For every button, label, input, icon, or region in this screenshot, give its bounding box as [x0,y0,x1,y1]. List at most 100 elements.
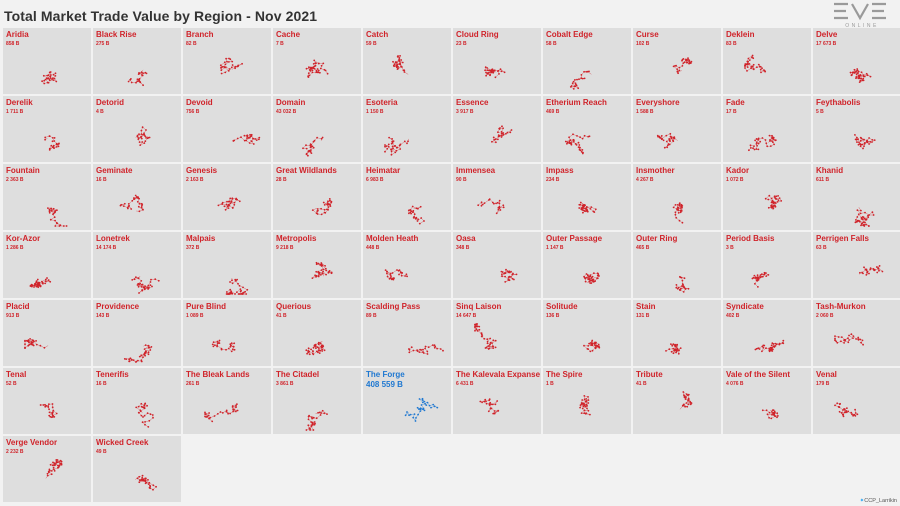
region-map-icon [407,205,425,225]
region-cell: Fade 17 B [723,96,811,162]
region-map-icon [656,132,678,149]
region-name: Devoid [186,98,213,107]
region-map-icon [579,395,591,416]
region-map-icon [854,134,876,150]
region-name: Stain [636,302,656,311]
region-map-icon [404,397,439,422]
region-value: 43 032 B [276,109,297,115]
region-name: Venal [816,370,837,379]
region-name: The Citadel [276,370,320,379]
region-value: 2 060 B [816,313,834,319]
region-cell: Syndicate 402 B [723,300,811,366]
region-name: Curse [636,30,659,39]
region-name: Outer Ring [636,234,678,243]
region-value: 17 673 B [816,41,837,47]
region-map-icon [578,201,597,214]
region-cell: Tribute 41 B [633,368,721,434]
region-map-icon [127,69,148,87]
region-value: 611 B [816,177,830,183]
region-cell: Cobalt Edge 58 B [543,28,631,94]
region-value: 14 174 B [96,245,117,251]
region-cell: Derelik 1 711 B [3,96,91,162]
region-value: 1 089 B [186,313,204,319]
region-cell: Tash-Murkon 2 060 B [813,300,900,366]
region-map-icon [764,194,783,210]
region-map-icon [45,459,63,479]
region-name: Khanid [816,166,844,175]
region-map-icon [500,268,518,283]
region-cell: Perrigen Falls 63 B [813,232,900,298]
region-cell: Period Basis 3 B [723,232,811,298]
region-value: 7 B [276,41,284,47]
region-cell: Providence 143 B [93,300,181,366]
region-cell: Fountain 2 363 B [3,164,91,230]
region-map-icon [761,409,779,420]
region-map-icon [311,198,333,216]
region-value: 59 B [366,41,377,47]
region-value: 49 B [96,449,107,455]
region-map-icon [479,398,500,415]
region-map-icon [119,194,144,213]
region-map-icon [384,136,409,156]
region-value: 16 B [96,381,107,387]
logo-subtitle: ONLINE [845,23,879,29]
region-value: 1 147 B [546,245,564,251]
region-cell: Pure Blind 1 089 B [183,300,271,366]
region-name: Querious [276,302,312,311]
region-map-icon [754,339,785,353]
region-map-icon [39,403,58,419]
region-map-icon [859,265,884,276]
region-cell: The Kalevala Expanse 6 431 B [453,368,541,434]
region-value: 1 286 B [6,245,24,251]
region-name: Lonetrek [96,234,130,243]
region-cell: Cache 7 B [273,28,361,94]
region-cell: Khanid 611 B [813,164,900,230]
region-map-icon [302,136,324,157]
region-value: 28 B [276,177,287,183]
region-cell: Detorid 4 B [93,96,181,162]
region-value: 858 B [6,41,20,47]
region-cell: Metropolis 9 218 B [273,232,361,298]
region-name: Insmother [636,166,675,175]
region-map-icon [211,339,236,353]
region-map-icon [491,125,513,144]
region-value: 1 B [546,381,554,387]
region-map-icon [135,402,154,428]
region-cell: Esoteria 1 150 B [363,96,451,162]
region-name: Pure Blind [186,302,227,311]
region-cell: Placid 913 B [3,300,91,366]
region-value: 275 B [96,41,110,47]
region-name: Etherium Reach [546,98,607,107]
region-map-icon [305,59,329,78]
region-value: 1 072 B [726,177,744,183]
region-map-icon [131,275,160,294]
region-cell: Aridia 858 B [3,28,91,94]
region-cell: Cloud Ring 23 B [453,28,541,94]
region-cell: Lonetrek 14 174 B [93,232,181,298]
region-value: 58 B [546,41,557,47]
region-cell: Kador 1 072 B [723,164,811,230]
region-name: Black Rise [96,30,137,39]
region-name: Cloud Ring [456,30,499,39]
region-map-icon [24,338,49,349]
region-name: Metropolis [276,234,317,243]
region-map-icon [564,133,591,155]
region-value: 131 B [636,313,650,319]
region-value: 3 917 B [456,109,474,115]
region-name: Malpais [186,234,216,243]
region-value: 261 B [186,381,200,387]
region-cell: Catch 59 B [363,28,451,94]
region-cell: Etherium Reach 469 B [543,96,631,162]
region-map-icon [392,55,409,75]
region-value: 14 647 B [456,313,477,319]
region-cell: Essence 3 917 B [453,96,541,162]
region-map-icon [834,333,864,346]
region-map-icon [583,339,601,353]
region-name: Tash-Murkon [816,302,866,311]
region-cell: Vale of the Silent 4 076 B [723,368,811,434]
region-map-icon [311,261,333,279]
region-cell: The Citadel 3 861 B [273,368,361,434]
region-name: Perrigen Falls [816,234,869,243]
region-name: Deklein [726,30,755,39]
region-cell: Genesis 2 163 B [183,164,271,230]
